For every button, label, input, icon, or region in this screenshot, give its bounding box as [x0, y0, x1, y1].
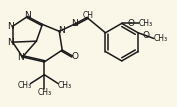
Text: O: O: [143, 31, 150, 40]
Text: CH: CH: [82, 11, 93, 20]
Text: CH₃: CH₃: [18, 81, 32, 90]
Text: O: O: [72, 52, 79, 61]
Text: N: N: [71, 19, 78, 28]
Text: O: O: [127, 19, 134, 28]
Text: N: N: [58, 26, 65, 35]
Text: N: N: [7, 38, 14, 47]
Text: CH₃: CH₃: [37, 88, 51, 97]
Text: N: N: [24, 11, 31, 20]
Text: N: N: [7, 22, 14, 31]
Text: CH₃: CH₃: [57, 81, 71, 90]
Text: CH₃: CH₃: [154, 34, 168, 43]
Text: N: N: [17, 53, 24, 62]
Text: CH₃: CH₃: [139, 19, 153, 28]
